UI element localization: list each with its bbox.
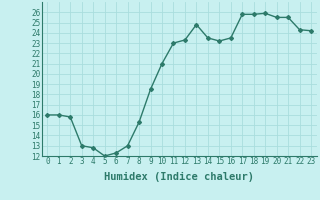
- X-axis label: Humidex (Indice chaleur): Humidex (Indice chaleur): [104, 172, 254, 182]
